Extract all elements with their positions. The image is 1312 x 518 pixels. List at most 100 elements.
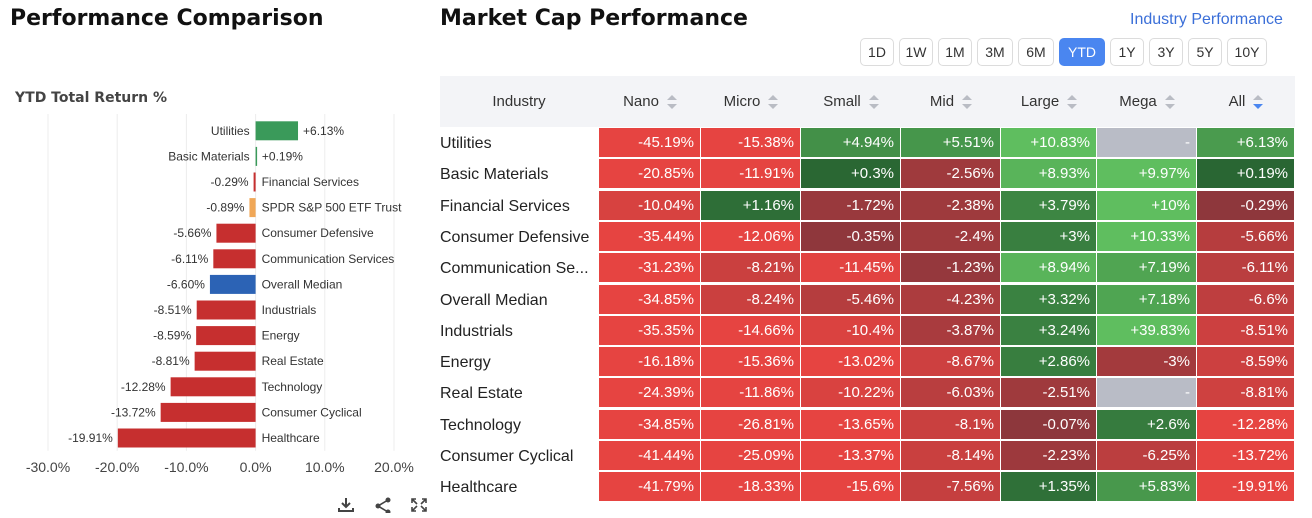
- cell-all: +6.13%: [1197, 128, 1295, 158]
- category-label: Industrials: [262, 303, 317, 317]
- cell-small: -5.46%: [801, 284, 901, 315]
- cell-large: +8.93%: [1001, 159, 1097, 190]
- x-tick-label: 0.0%: [240, 459, 272, 475]
- industry-name: Healthcare: [440, 479, 518, 497]
- value-label: -5.66%: [173, 226, 211, 240]
- table-row[interactable]: Consumer Cyclical -41.44% -25.09% -13.37% -8…: [440, 441, 1296, 472]
- column-header-large[interactable]: Large: [1001, 76, 1097, 127]
- table-row[interactable]: Industrials -35.35% -14.66% -10.4% -3.87% +3.…: [440, 315, 1296, 347]
- timeframe-1w[interactable]: 1W: [899, 38, 933, 66]
- column-header-all[interactable]: All: [1197, 76, 1295, 127]
- timeframe-10y[interactable]: 10Y: [1227, 38, 1267, 66]
- cell-nano: -16.18%: [599, 347, 701, 378]
- column-header-label: Nano: [623, 93, 659, 110]
- table-row[interactable]: Basic Materials -20.85% -11.91% +0.3% -2.56%…: [440, 159, 1296, 190]
- cell-micro: -25.09%: [701, 441, 801, 471]
- bar[interactable]: [255, 146, 258, 166]
- category-label: Basic Materials: [168, 149, 249, 163]
- column-header-micro[interactable]: Micro: [701, 76, 801, 127]
- cell-mega: +10.33%: [1097, 221, 1197, 252]
- cell-micro: -14.66%: [701, 315, 801, 346]
- table-row[interactable]: Technology -34.85% -26.81% -13.65% -8.1% -0.0…: [440, 409, 1296, 441]
- industry-name: Energy: [440, 354, 491, 372]
- cell-large: +8.94%: [1001, 253, 1097, 284]
- value-label: -0.89%: [206, 201, 244, 215]
- cell-all: -8.51%: [1197, 315, 1295, 346]
- table-row[interactable]: Overall Median -34.85% -8.24% -5.46% -4.23% +…: [440, 284, 1296, 316]
- timeframe-3y[interactable]: 3Y: [1149, 38, 1183, 66]
- timeframe-ytd[interactable]: YTD: [1059, 38, 1105, 66]
- table-row[interactable]: Financial Services -10.04% +1.16% -1.72% -2.…: [440, 190, 1296, 222]
- timeframe-6m[interactable]: 6M: [1018, 38, 1054, 66]
- table-row[interactable]: Consumer Defensive -35.44% -12.06% -0.35% -2…: [440, 221, 1296, 253]
- cell-small: -15.6%: [801, 472, 901, 503]
- cell-large: +1.35%: [1001, 472, 1097, 503]
- bar[interactable]: [160, 402, 256, 422]
- cell-micro: -12.06%: [701, 221, 801, 252]
- timeframe-1y[interactable]: 1Y: [1110, 38, 1144, 66]
- category-label: Utilities: [211, 124, 250, 138]
- bar[interactable]: [209, 274, 256, 294]
- cell-mega: +7.19%: [1097, 253, 1197, 284]
- category-label: Energy: [262, 329, 300, 343]
- download-icon[interactable]: [337, 497, 355, 518]
- cell-nano: -35.35%: [599, 315, 701, 346]
- bar[interactable]: [216, 223, 256, 243]
- table-row[interactable]: Communication Se... -31.23% -8.21% -11.45% -…: [440, 253, 1296, 284]
- cell-mid: -4.23%: [901, 284, 1001, 315]
- column-header-mega[interactable]: Mega: [1097, 76, 1197, 127]
- table-row[interactable]: Energy -16.18% -15.36% -13.02% -8.67% +2.86% -…: [440, 347, 1296, 378]
- share-icon[interactable]: [374, 497, 392, 518]
- category-label: Consumer Defensive: [262, 226, 374, 240]
- cell-small: -1.72%: [801, 190, 901, 221]
- table-row[interactable]: Utilities -45.19% -15.38% +4.94% +5.51% +10.8…: [440, 128, 1296, 159]
- expand-icon[interactable]: [410, 497, 428, 518]
- cell-large: +10.83%: [1001, 128, 1097, 158]
- timeframe-1m[interactable]: 1M: [938, 38, 972, 66]
- industry-name: Consumer Cyclical: [440, 448, 574, 465]
- sort-icon[interactable]: [868, 94, 879, 110]
- column-header-small[interactable]: Small: [801, 76, 901, 127]
- cell-large: +3.79%: [1001, 190, 1097, 221]
- industry-performance-link[interactable]: Industry Performance: [1130, 11, 1283, 28]
- cell-small: +0.3%: [801, 159, 901, 190]
- bar[interactable]: [213, 249, 256, 269]
- bar[interactable]: [196, 300, 256, 320]
- category-label: Communication Services: [262, 252, 395, 266]
- cell-mid: -6.03%: [901, 378, 1001, 409]
- bar[interactable]: [196, 326, 256, 346]
- table-row[interactable]: Healthcare -41.79% -18.33% -15.6% -7.56% +1.3…: [440, 472, 1296, 503]
- value-label: -12.28%: [121, 380, 166, 394]
- sort-icon[interactable]: [1253, 94, 1264, 110]
- bar[interactable]: [255, 121, 299, 141]
- industry-name: Consumer Defensive: [440, 228, 590, 246]
- timeframe-5y[interactable]: 5Y: [1188, 38, 1222, 66]
- bar[interactable]: [117, 428, 256, 448]
- bar[interactable]: [249, 198, 256, 218]
- x-tick-label: 20.0%: [374, 459, 414, 475]
- cell-mid: +5.51%: [901, 128, 1001, 158]
- cell-nano: -24.39%: [599, 378, 701, 409]
- bar[interactable]: [253, 172, 256, 192]
- cell-micro: -11.91%: [701, 159, 801, 190]
- value-label: +6.13%: [303, 124, 344, 138]
- sort-icon[interactable]: [666, 94, 677, 110]
- cell-nano: -31.23%: [599, 253, 701, 284]
- sort-icon[interactable]: [1067, 94, 1078, 110]
- sort-icon[interactable]: [962, 94, 973, 110]
- bar[interactable]: [194, 351, 256, 371]
- column-header-industry[interactable]: Industry: [440, 76, 598, 127]
- table-row[interactable]: Real Estate -24.39% -11.86% -10.22% -6.03% -2…: [440, 378, 1296, 409]
- column-header-mid[interactable]: Mid: [901, 76, 1001, 127]
- cell-small: -13.37%: [801, 441, 901, 471]
- value-label: -8.51%: [154, 303, 192, 317]
- ytd-return-bar-chart: YTD Total Return % -30.0% -20.0% -10.0% 0.0%…: [14, 90, 414, 475]
- cell-mid: -7.56%: [901, 472, 1001, 503]
- sort-icon[interactable]: [768, 94, 779, 110]
- bar[interactable]: [170, 377, 256, 397]
- timeframe-3m[interactable]: 3M: [977, 38, 1013, 66]
- category-label: Consumer Cyclical: [262, 405, 362, 419]
- column-header-nano[interactable]: Nano: [599, 76, 701, 127]
- sort-icon[interactable]: [1164, 94, 1175, 110]
- timeframe-1d[interactable]: 1D: [860, 38, 894, 66]
